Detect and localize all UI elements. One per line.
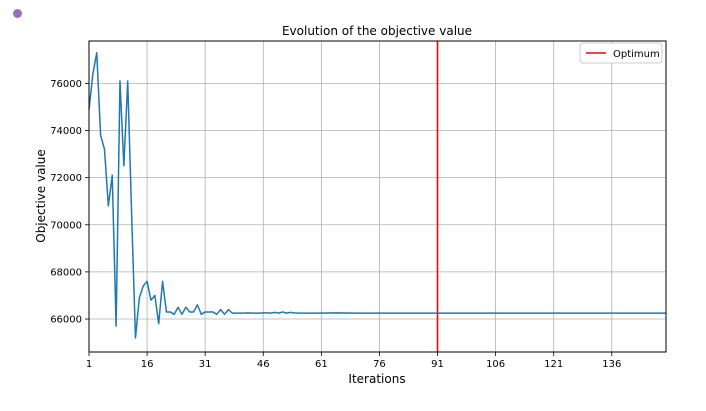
x-ticks: 1 16 31 46 61 76 91 106 121 136: [86, 352, 621, 370]
x-tick-label: 31: [199, 359, 212, 370]
y-tick-label: 70000: [50, 220, 82, 231]
y-tick-label: 72000: [50, 173, 82, 184]
y-ticks: 66000 68000 70000 72000 74000 76000: [50, 79, 89, 326]
plot-frame: [88, 40, 667, 353]
x-axis-label: Iterations: [348, 372, 405, 386]
legend-label-optimum: Optimum: [613, 49, 660, 60]
x-tick-label: 106: [486, 359, 505, 370]
x-tick-label: 121: [544, 359, 563, 370]
x-tick-label: 76: [373, 359, 386, 370]
x-tick-label: 91: [431, 359, 444, 370]
x-tick-label: 46: [257, 359, 270, 370]
chart-title: Evolution of the objective value: [282, 24, 472, 38]
x-tick-label: 16: [141, 359, 154, 370]
x-tick-label: 136: [602, 359, 621, 370]
y-tick-label: 68000: [50, 267, 82, 278]
legend-box: [579, 42, 663, 64]
objective-series-line: [88, 52, 666, 339]
status-dot: [13, 9, 22, 18]
y-tick-label: 74000: [50, 126, 82, 137]
legend: Optimum: [579, 42, 663, 64]
y-tick-label: 66000: [50, 315, 82, 326]
grid: [88, 41, 666, 352]
y-tick-label: 76000: [50, 79, 82, 90]
series-layer: [88, 52, 666, 339]
x-tick-label: 1: [86, 359, 92, 370]
y-axis-label: Objective value: [34, 149, 48, 243]
x-tick-label: 61: [315, 359, 328, 370]
